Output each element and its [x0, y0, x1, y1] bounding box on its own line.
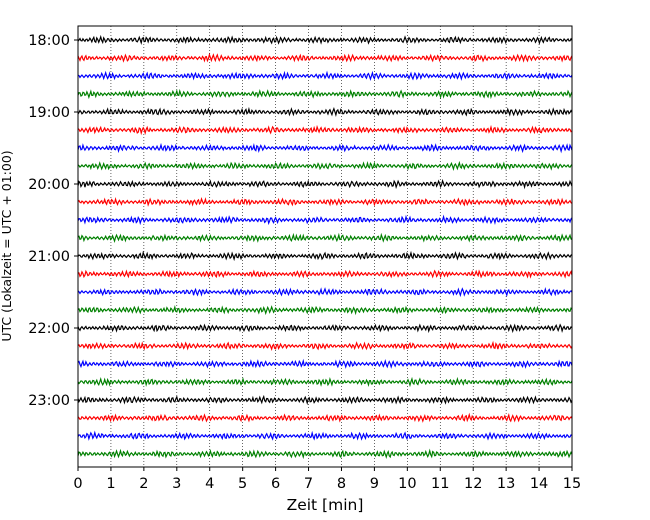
- trace-line-2100: [77, 250, 573, 262]
- y-axis-ticks: 18:00 19:00 20:00 21:00 22:00 23:00: [28, 33, 78, 409]
- x-tick-label: 15: [563, 476, 581, 492]
- trace-line-2115: [77, 269, 573, 279]
- x-axis-label: Zeit [min]: [287, 496, 364, 514]
- trace-line-2030: [77, 214, 573, 226]
- y-axis-label: UTC (Lokalzeit = UTC + 01:00): [0, 150, 14, 341]
- y-tick-label: 21:00: [28, 249, 70, 265]
- x-tick-label: 2: [139, 476, 148, 492]
- trace-line-2200: [77, 323, 573, 334]
- trace-line-2230: [77, 358, 573, 369]
- trace-line-1830: [77, 70, 573, 81]
- x-tick-label: 14: [530, 476, 548, 492]
- y-tick-label: 20:00: [28, 177, 70, 193]
- x-tick-label: 8: [337, 476, 346, 492]
- x-axis-ticks: 0 1 2 3 4 5 6 7 8 9 10 11 12 13 14 15: [73, 467, 581, 492]
- trace-line-2015: [77, 196, 573, 207]
- trace-line-2145: [77, 304, 573, 316]
- y-tick-label: 23:00: [28, 393, 70, 409]
- trace-line-2345: [77, 448, 573, 460]
- trace-line-2130: [77, 286, 573, 298]
- y-tick-label: 18:00: [28, 33, 70, 49]
- trace-line-2045: [77, 232, 573, 243]
- x-tick-label: 12: [464, 476, 482, 492]
- x-tick-label: 7: [304, 476, 313, 492]
- trace-line-2245: [77, 376, 573, 388]
- trace-line-1815: [77, 52, 573, 63]
- x-tick-label: 13: [497, 476, 515, 492]
- trace-line-1945: [77, 160, 573, 172]
- trace-line-1915: [77, 124, 573, 136]
- trace-line-2000: [77, 178, 573, 190]
- trace-line-1900: [77, 106, 573, 118]
- x-tick-label: 6: [271, 476, 280, 492]
- y-tick-label: 19:00: [28, 105, 70, 121]
- x-tick-label: 4: [205, 476, 214, 492]
- x-tick-label: 5: [238, 476, 247, 492]
- plot-frame: [77, 25, 573, 468]
- trace-line-2315: [77, 412, 573, 423]
- trace-line-1930: [77, 142, 573, 154]
- trace-line-1800: [77, 34, 573, 45]
- x-tick-label: 1: [106, 476, 115, 492]
- trace-line-1845: [77, 88, 573, 100]
- traces: [77, 34, 573, 460]
- x-tick-label: 9: [370, 476, 379, 492]
- trace-line-2300: [77, 394, 573, 406]
- trace-line-2330: [77, 430, 573, 441]
- y-tick-label: 22:00: [28, 321, 70, 337]
- x-tick-label: 10: [398, 476, 416, 492]
- trace-line-2215: [77, 340, 573, 352]
- x-tick-label: 11: [431, 476, 449, 492]
- x-tick-label: 0: [73, 476, 82, 492]
- x-tick-label: 3: [172, 476, 181, 492]
